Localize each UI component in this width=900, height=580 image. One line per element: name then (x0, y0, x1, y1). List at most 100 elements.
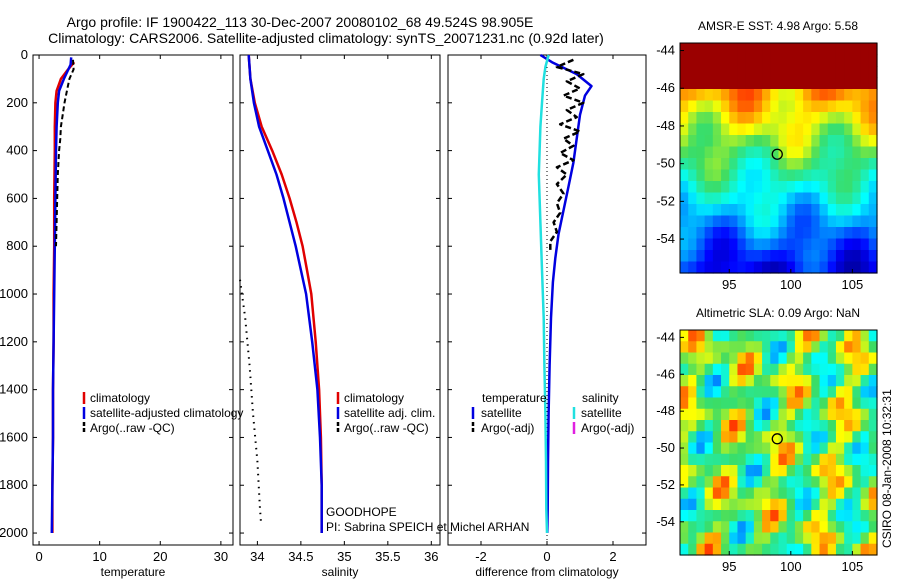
map-cell (778, 100, 788, 113)
map-cell (753, 146, 763, 159)
map-cell (762, 54, 771, 67)
map-cell (778, 135, 788, 148)
map-cell (762, 532, 771, 545)
map-cell (680, 532, 689, 545)
map-cell (745, 54, 755, 67)
map-cell (844, 476, 853, 489)
map-cell (835, 192, 845, 205)
map-cell (753, 66, 763, 79)
map-cell (794, 442, 804, 455)
legend-temperature-title: temperature (482, 391, 547, 405)
map-cell (819, 123, 829, 136)
map-cell (712, 54, 722, 67)
map-cell (745, 498, 755, 511)
map-cell (819, 215, 829, 228)
map-cell (860, 510, 870, 522)
map-cell (688, 510, 698, 522)
map-cell (721, 363, 730, 376)
map-cell (803, 89, 812, 102)
map-cell (745, 465, 755, 477)
map-cell (721, 543, 730, 556)
map-cell (794, 386, 804, 399)
map-cell (696, 431, 706, 444)
map-cell (704, 532, 714, 545)
map-cell (688, 476, 698, 489)
map-cell (868, 453, 878, 466)
map-cell (704, 89, 714, 102)
map-cell (753, 532, 763, 545)
map-cell (729, 498, 739, 511)
map-cell (762, 487, 771, 500)
map-cell (803, 442, 812, 455)
map-cell (704, 181, 714, 194)
series-line (537, 54, 550, 534)
map-cell (786, 476, 796, 489)
map-cell (852, 543, 862, 556)
map-cell (712, 487, 722, 500)
map-cell (868, 465, 878, 477)
map-cell (696, 215, 706, 228)
map-cell (688, 420, 698, 432)
map-cell (786, 261, 796, 274)
y-tick-label: 1200 (0, 334, 28, 349)
map-cell (852, 158, 862, 171)
map-cell (712, 465, 722, 477)
y-tick-label: 600 (6, 190, 28, 205)
map-cell (794, 112, 804, 125)
map-cell (680, 227, 689, 240)
map-cell (852, 442, 862, 455)
map-cell (721, 453, 730, 466)
map-cell (762, 375, 771, 387)
y-tick-label: 1000 (0, 286, 28, 301)
map-cell (762, 169, 771, 182)
map-cell (745, 453, 755, 466)
salinity-panel: 34 34.5 35 35.5 36 salinity (239, 54, 441, 579)
map-cell (762, 510, 771, 522)
map-cell (835, 112, 845, 125)
map-cell (811, 352, 821, 365)
map-cell (721, 158, 730, 171)
map-cell (753, 112, 763, 125)
map-cell (852, 227, 862, 240)
map-cell (860, 487, 870, 500)
map-cell (762, 431, 771, 444)
map-cell (786, 510, 796, 522)
map-cell (868, 169, 878, 182)
map-x-tick-label: 105 (842, 559, 864, 574)
map-cell (729, 386, 739, 399)
map-cell (819, 77, 829, 90)
map-cell (860, 227, 870, 240)
map-cell (868, 442, 878, 455)
map-x-tick-label: 100 (780, 277, 802, 292)
legend-climatology-label: climatology (344, 391, 404, 405)
map-cell (868, 420, 878, 432)
map-cell (696, 146, 706, 159)
map-cell (696, 112, 706, 125)
legend-satellite-label: satellite-adjusted climatology (90, 406, 243, 420)
map-cell (680, 330, 689, 342)
map-cell (721, 192, 730, 205)
map-cell (737, 408, 747, 421)
map-cell (794, 261, 804, 274)
x-tick-label: -2 (475, 549, 487, 564)
map-cell (844, 238, 853, 251)
map-cell (860, 352, 870, 365)
map-cell (696, 54, 706, 67)
map-cell (794, 77, 804, 90)
map-cell (860, 397, 870, 410)
x-tick-label: 10 (92, 549, 106, 564)
map-cell (737, 420, 747, 432)
map-cell (737, 158, 747, 171)
map-cell (770, 521, 780, 534)
map-cell (770, 352, 780, 365)
map-cell (696, 43, 706, 56)
map-cell (737, 250, 747, 263)
map-cell (868, 43, 878, 56)
map-cell (786, 135, 796, 148)
map-cell (729, 420, 739, 432)
map-cell (696, 363, 706, 376)
map-cell (688, 43, 698, 56)
map-cell (786, 442, 796, 455)
map-cell (852, 123, 862, 136)
map-cell (688, 169, 698, 182)
